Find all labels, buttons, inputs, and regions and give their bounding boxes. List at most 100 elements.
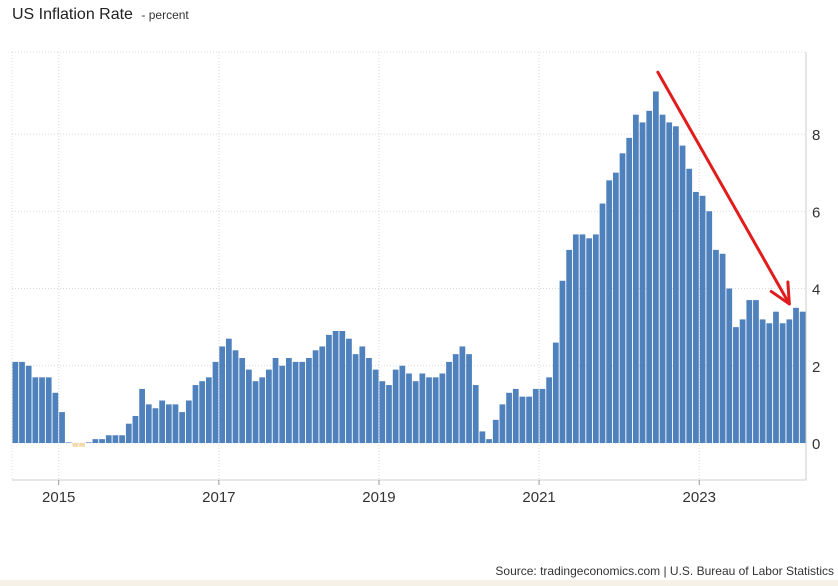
- bar-2021-06: [572, 234, 579, 443]
- bar-2020-09: [512, 388, 519, 443]
- bars-layer: [12, 91, 806, 447]
- bar-2018-02: [306, 358, 312, 443]
- bar-2023-01: [699, 195, 706, 443]
- bar-2023-07: [739, 319, 746, 443]
- bar-2018-07: [339, 330, 346, 443]
- bar-2021-12: [612, 172, 619, 444]
- bar-2019-03: [392, 369, 399, 443]
- chart-subtitle: - percent: [141, 8, 189, 22]
- x-tick-label: 2019: [362, 489, 395, 506]
- bar-2016-04: [159, 400, 165, 443]
- bar-2020-01: [459, 346, 466, 443]
- x-tick-label: 2023: [683, 489, 716, 506]
- bar-2020-03: [472, 385, 479, 443]
- bar-2021-03: [552, 342, 559, 443]
- bar-2018-01: [299, 361, 306, 443]
- bar-2015-08: [105, 435, 112, 443]
- bar-2022-05: [646, 110, 653, 443]
- bar-2014-09: [32, 377, 39, 443]
- bar-2014-12: [52, 392, 59, 443]
- bar-2023-05: [726, 288, 733, 443]
- bar-2019-01: [379, 381, 386, 443]
- bar-2018-11: [366, 358, 372, 443]
- bar-2015-04: [79, 443, 85, 447]
- bar-2017-06: [252, 381, 259, 443]
- bar-2014-08: [25, 365, 32, 443]
- bar-2022-09: [673, 126, 679, 443]
- y-tick-label: 8: [812, 127, 820, 144]
- bar-2021-01: [539, 388, 546, 443]
- bar-2019-02: [386, 385, 392, 443]
- bar-2015-09: [112, 435, 119, 443]
- bar-2016-02: [145, 404, 152, 444]
- bar-2016-10: [199, 381, 206, 443]
- annotation-arrow-shaft: [656, 70, 791, 306]
- bar-2015-06: [92, 439, 99, 443]
- bar-2017-10: [279, 365, 286, 443]
- y-tick-label: 6: [812, 204, 820, 221]
- bar-2020-02: [466, 354, 472, 443]
- bar-2019-06: [412, 381, 419, 443]
- bar-2024-02: [786, 319, 793, 443]
- bar-2022-03: [632, 114, 639, 443]
- bar-2020-07: [499, 404, 506, 444]
- bar-2023-12: [773, 311, 779, 443]
- bar-2022-01: [619, 153, 626, 443]
- bar-2023-03: [713, 249, 719, 444]
- bar-2019-07: [419, 373, 426, 443]
- bar-2021-10: [599, 203, 606, 443]
- bar-2018-03: [312, 350, 319, 443]
- bar-2016-07: [179, 412, 186, 443]
- source-note: Source: tradingeconomics.com | U.S. Bure…: [495, 564, 834, 578]
- bar-2017-01: [219, 346, 226, 443]
- bar-2014-10: [39, 377, 45, 443]
- bar-2022-02: [626, 137, 633, 444]
- bar-2023-08: [746, 300, 753, 443]
- y-tick-label: 0: [812, 436, 820, 453]
- bar-2022-08: [666, 122, 673, 443]
- bar-2017-11: [286, 358, 292, 443]
- bar-2021-05: [566, 249, 573, 444]
- bar-2023-11: [766, 323, 773, 443]
- bar-2015-11: [125, 423, 132, 443]
- bar-2016-09: [192, 385, 199, 443]
- bar-2015-12: [132, 415, 139, 443]
- bar-2019-11: [446, 361, 452, 443]
- bar-2021-02: [546, 377, 552, 443]
- bar-2016-08: [185, 400, 192, 443]
- bar-2020-06: [492, 419, 499, 443]
- x-tick-label: 2017: [202, 489, 235, 506]
- bar-2017-07: [259, 377, 266, 443]
- bar-2020-11: [526, 396, 532, 443]
- bar-2018-06: [332, 330, 339, 443]
- bar-2019-09: [432, 377, 439, 443]
- bar-2015-07: [99, 439, 105, 443]
- bar-2018-12: [372, 369, 379, 443]
- bar-2016-05: [165, 404, 172, 444]
- bar-2018-09: [352, 354, 359, 443]
- bar-2023-10: [759, 319, 766, 443]
- bar-2024-04: [799, 311, 806, 443]
- chart-title: US Inflation Rate: [12, 6, 133, 23]
- bar-2015-10: [119, 435, 125, 443]
- y-tick-label: 4: [812, 282, 820, 299]
- x-tick-label: 2021: [522, 489, 555, 506]
- bar-2020-04: [479, 431, 486, 443]
- bar-2021-07: [579, 234, 586, 443]
- bar-2021-08: [586, 238, 593, 443]
- bar-2017-09: [272, 358, 279, 443]
- bar-2014-11: [45, 377, 52, 443]
- bar-2016-11: [205, 377, 212, 443]
- bar-2017-02: [225, 338, 232, 443]
- bar-2023-06: [733, 327, 739, 444]
- bar-2016-03: [152, 408, 159, 443]
- bar-2021-04: [559, 280, 566, 443]
- bottom-strip: [0, 580, 838, 586]
- bar-2016-01: [139, 388, 145, 443]
- bar-2020-12: [532, 388, 539, 443]
- bar-2018-10: [359, 346, 366, 443]
- bar-2017-05: [246, 369, 252, 443]
- bar-2017-08: [266, 369, 272, 443]
- bar-2015-03: [72, 443, 79, 447]
